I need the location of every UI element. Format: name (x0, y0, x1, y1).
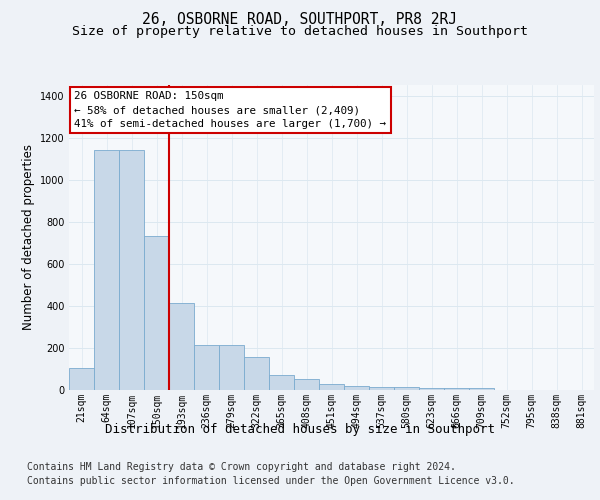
Bar (294, 380, 319, 390)
Text: Contains HM Land Registry data © Crown copyright and database right 2024.: Contains HM Land Registry data © Crown c… (27, 462, 456, 472)
Bar (169, 302, 194, 390)
Bar (94, 150, 119, 390)
Bar (419, 388, 444, 390)
Text: 26, OSBORNE ROAD, SOUTHPORT, PR8 2RJ: 26, OSBORNE ROAD, SOUTHPORT, PR8 2RJ (143, 12, 458, 28)
Text: Size of property relative to detached houses in Southport: Size of property relative to detached ho… (72, 25, 528, 38)
Bar (194, 345, 219, 390)
Text: Contains public sector information licensed under the Open Government Licence v3: Contains public sector information licen… (27, 476, 515, 486)
Bar (369, 387, 394, 390)
Text: 26 OSBORNE ROAD: 150sqm
← 58% of detached houses are smaller (2,409)
41% of semi: 26 OSBORNE ROAD: 150sqm ← 58% of detache… (74, 91, 386, 129)
Text: Distribution of detached houses by size in Southport: Distribution of detached houses by size … (105, 422, 495, 436)
Bar (119, 150, 144, 390)
Bar (344, 386, 369, 390)
Bar (319, 384, 344, 390)
Bar (69, 368, 94, 390)
Bar (244, 358, 269, 390)
Y-axis label: Number of detached properties: Number of detached properties (22, 144, 35, 330)
Bar (394, 388, 419, 390)
Bar (144, 236, 169, 390)
Bar (269, 376, 294, 390)
Bar (469, 388, 494, 390)
Bar (219, 345, 244, 390)
Bar (444, 388, 469, 390)
